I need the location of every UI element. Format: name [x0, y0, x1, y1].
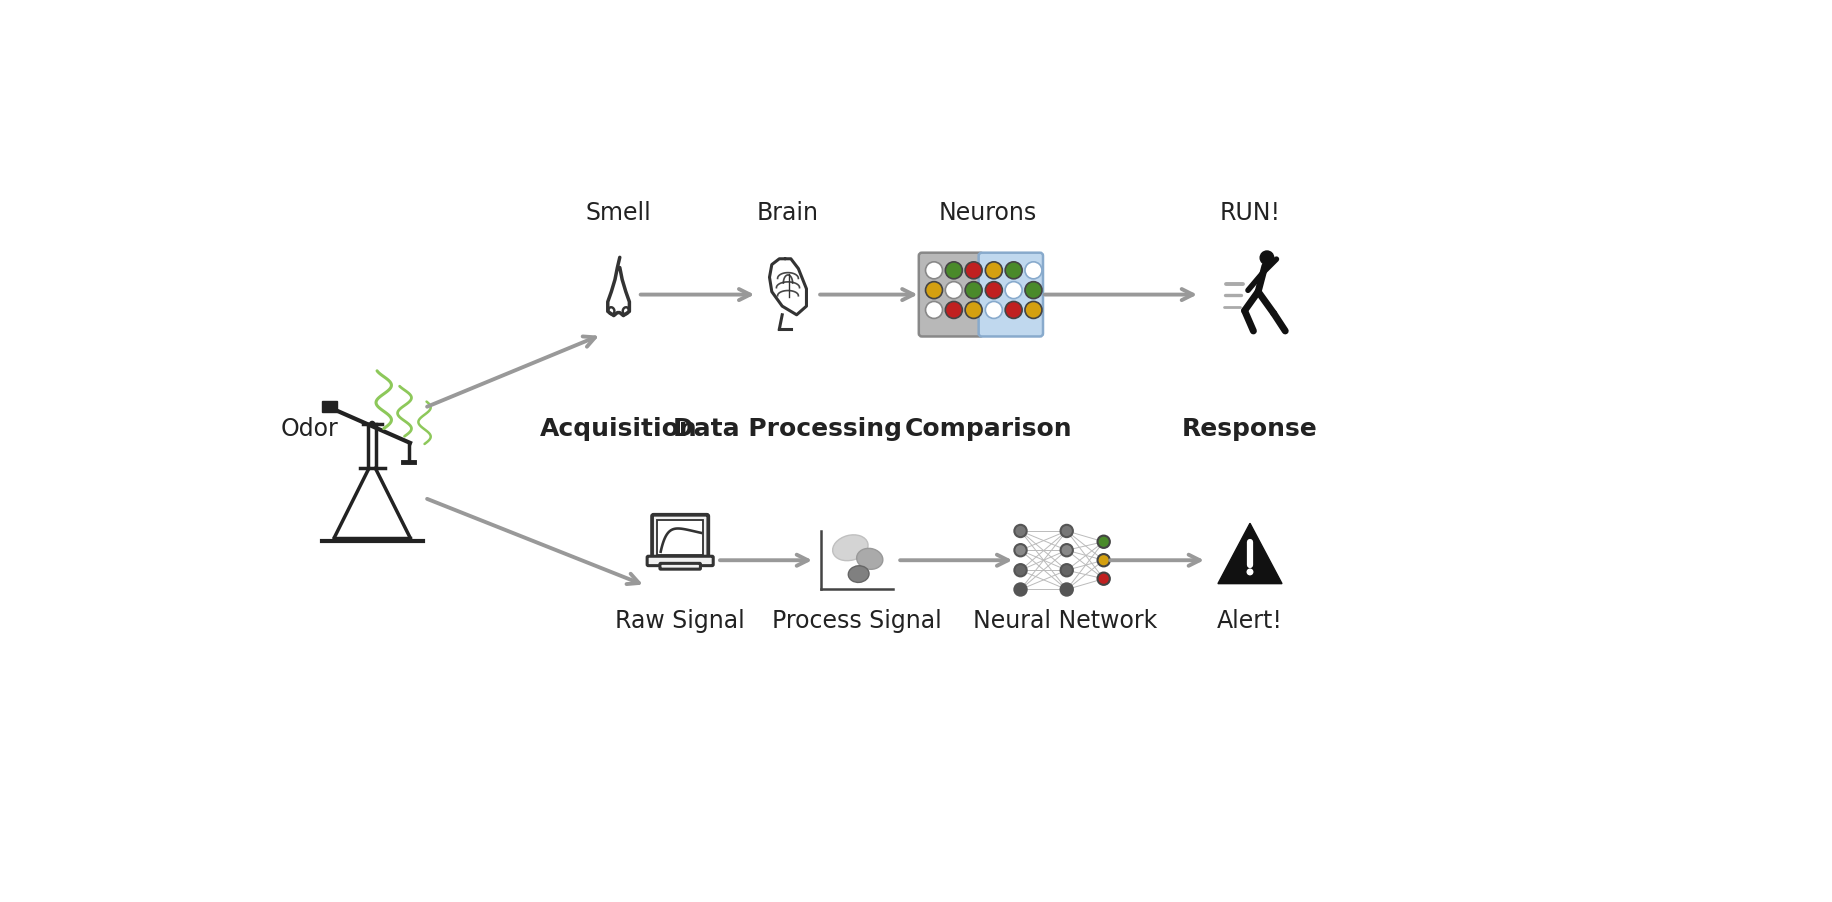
- Bar: [658, 520, 703, 556]
- Text: Comparison: Comparison: [905, 418, 1072, 441]
- Text: Process Signal: Process Signal: [773, 609, 942, 632]
- Circle shape: [1015, 544, 1026, 557]
- Ellipse shape: [857, 548, 883, 569]
- Circle shape: [1061, 584, 1074, 595]
- Ellipse shape: [834, 535, 868, 561]
- Circle shape: [1015, 564, 1026, 576]
- Circle shape: [1015, 525, 1026, 537]
- FancyBboxPatch shape: [647, 557, 713, 566]
- Ellipse shape: [848, 566, 868, 583]
- Circle shape: [965, 281, 982, 299]
- Circle shape: [1260, 251, 1273, 264]
- Circle shape: [370, 421, 376, 427]
- Text: RUN!: RUN!: [1220, 201, 1281, 226]
- Circle shape: [986, 262, 1002, 279]
- Circle shape: [1061, 544, 1074, 557]
- Text: Smell: Smell: [586, 201, 652, 226]
- Circle shape: [1006, 301, 1022, 318]
- Circle shape: [1024, 262, 1042, 279]
- FancyBboxPatch shape: [652, 515, 709, 560]
- Circle shape: [1024, 281, 1042, 299]
- Text: Brain: Brain: [757, 201, 819, 226]
- Circle shape: [925, 262, 942, 279]
- FancyBboxPatch shape: [920, 253, 984, 336]
- Circle shape: [925, 281, 942, 299]
- Circle shape: [1061, 525, 1074, 537]
- Circle shape: [925, 301, 942, 318]
- FancyBboxPatch shape: [660, 564, 700, 569]
- Circle shape: [1248, 569, 1253, 575]
- Circle shape: [945, 281, 962, 299]
- Circle shape: [1097, 573, 1110, 584]
- Polygon shape: [322, 400, 337, 412]
- Circle shape: [986, 281, 1002, 299]
- Text: Acquisition: Acquisition: [540, 418, 698, 441]
- Circle shape: [986, 301, 1002, 318]
- Circle shape: [1097, 554, 1110, 566]
- Circle shape: [1006, 281, 1022, 299]
- Text: Neurons: Neurons: [940, 201, 1037, 226]
- Circle shape: [965, 262, 982, 279]
- Text: Neural Network: Neural Network: [973, 609, 1158, 632]
- Text: Data Processing: Data Processing: [674, 418, 903, 441]
- Circle shape: [1006, 262, 1022, 279]
- Text: Response: Response: [1182, 418, 1317, 441]
- Circle shape: [1097, 536, 1110, 548]
- Text: Raw Signal: Raw Signal: [616, 609, 746, 632]
- Circle shape: [945, 301, 962, 318]
- Circle shape: [1061, 564, 1074, 576]
- FancyBboxPatch shape: [978, 253, 1042, 336]
- Circle shape: [945, 262, 962, 279]
- Circle shape: [1015, 584, 1026, 595]
- Circle shape: [965, 301, 982, 318]
- Text: Odor: Odor: [280, 417, 337, 440]
- Circle shape: [1024, 301, 1042, 318]
- Text: Alert!: Alert!: [1216, 609, 1282, 632]
- Polygon shape: [1218, 523, 1282, 584]
